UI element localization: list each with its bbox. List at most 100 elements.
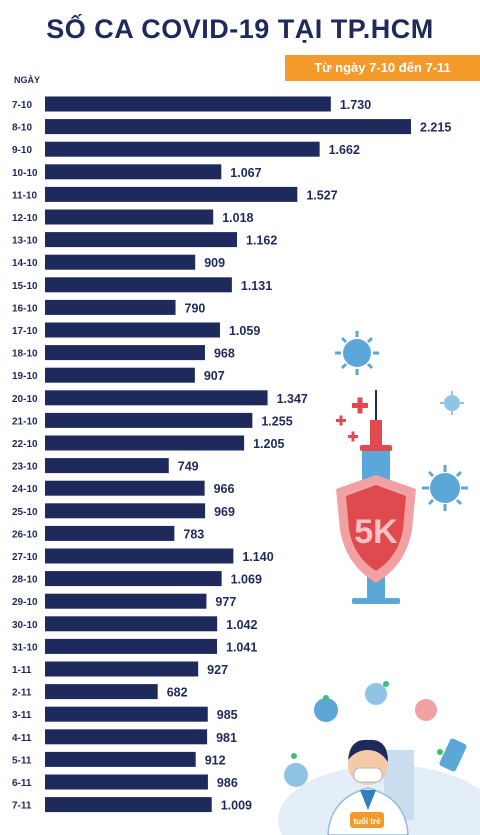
value-label: 981 bbox=[216, 731, 237, 745]
category-label: 13-10 bbox=[12, 236, 38, 247]
category-label: 2-11 bbox=[12, 688, 32, 699]
category-label: 31-10 bbox=[12, 642, 38, 653]
value-label: 1.205 bbox=[253, 437, 284, 451]
value-label: 1.041 bbox=[226, 640, 257, 654]
category-label: 7-10 bbox=[12, 100, 32, 111]
y-axis-label: NGÀY bbox=[14, 75, 41, 85]
bar bbox=[45, 503, 206, 519]
bar bbox=[45, 322, 220, 338]
value-label: 1.255 bbox=[261, 414, 292, 428]
bar bbox=[45, 367, 195, 383]
category-label: 27-10 bbox=[12, 552, 38, 563]
badge-5k: 5K bbox=[354, 513, 398, 551]
category-label: 26-10 bbox=[12, 529, 38, 540]
value-label: 1.042 bbox=[226, 618, 257, 632]
value-label: 1.140 bbox=[242, 550, 273, 564]
value-label: 682 bbox=[167, 686, 188, 700]
bar bbox=[45, 458, 169, 474]
bar bbox=[45, 435, 245, 451]
value-label: 1.347 bbox=[277, 392, 308, 406]
category-label: 30-10 bbox=[12, 620, 38, 631]
syringe-shield-illustration: 5K bbox=[335, 331, 468, 604]
bar bbox=[45, 299, 176, 315]
bar bbox=[45, 96, 331, 112]
bar bbox=[45, 277, 232, 293]
bar bbox=[45, 548, 234, 564]
category-label: 14-10 bbox=[12, 258, 38, 269]
bar bbox=[45, 254, 196, 270]
check-icon bbox=[291, 681, 443, 759]
value-label: 1.067 bbox=[230, 166, 261, 180]
category-label: 21-10 bbox=[12, 416, 38, 427]
chart-title: SỐ CA COVID-19 TẠI TP.HCM bbox=[46, 14, 434, 44]
value-label: 969 bbox=[214, 505, 235, 519]
value-label: 966 bbox=[214, 482, 235, 496]
doctor-illustration: tuổi trẻ bbox=[278, 681, 480, 835]
bar bbox=[45, 638, 218, 654]
bar bbox=[45, 186, 298, 202]
bar bbox=[45, 751, 196, 767]
virus-icon bbox=[422, 465, 468, 511]
category-label: 5-11 bbox=[12, 755, 32, 766]
category-label: 3-11 bbox=[12, 710, 32, 721]
bar bbox=[45, 209, 214, 225]
bar bbox=[45, 232, 238, 248]
category-label: 1-11 bbox=[12, 665, 32, 676]
category-label: 12-10 bbox=[12, 213, 38, 224]
bar bbox=[45, 164, 222, 180]
category-label: 29-10 bbox=[12, 597, 38, 608]
bar bbox=[45, 729, 208, 745]
bar bbox=[45, 119, 411, 135]
bar bbox=[45, 616, 218, 632]
logo-text: tuổi trẻ bbox=[353, 817, 381, 826]
value-label: 986 bbox=[217, 776, 238, 790]
value-label: 927 bbox=[207, 663, 228, 677]
bar bbox=[45, 661, 199, 677]
category-label: 8-10 bbox=[12, 123, 32, 134]
category-label: 20-10 bbox=[12, 394, 38, 405]
bar bbox=[45, 774, 208, 790]
category-label: 9-10 bbox=[12, 145, 32, 156]
value-label: 783 bbox=[183, 527, 204, 541]
value-label: 968 bbox=[214, 347, 235, 361]
bar bbox=[45, 706, 208, 722]
value-label: 2.215 bbox=[420, 121, 451, 135]
doctor-figure bbox=[327, 739, 409, 835]
plus-icon bbox=[336, 397, 368, 442]
value-label: 790 bbox=[185, 301, 206, 315]
bar bbox=[45, 571, 222, 587]
value-label: 907 bbox=[204, 369, 225, 383]
value-label: 749 bbox=[178, 460, 199, 474]
bar bbox=[45, 525, 175, 541]
category-label: 15-10 bbox=[12, 281, 38, 292]
bar bbox=[45, 390, 268, 406]
category-label: 10-10 bbox=[12, 168, 38, 179]
chart-subtitle: Từ ngày 7-10 đến 7-11 bbox=[285, 55, 480, 81]
category-label: 7-11 bbox=[12, 801, 32, 812]
category-label: 17-10 bbox=[12, 326, 38, 337]
value-label: 1.018 bbox=[222, 211, 253, 225]
value-label: 1.730 bbox=[340, 98, 371, 112]
bar bbox=[45, 412, 253, 428]
category-label: 23-10 bbox=[12, 462, 38, 473]
category-label: 25-10 bbox=[12, 507, 38, 518]
bar bbox=[45, 797, 212, 813]
value-label: 1.662 bbox=[329, 143, 360, 157]
bar bbox=[45, 593, 207, 609]
category-label: 4-11 bbox=[12, 733, 32, 744]
value-label: 985 bbox=[217, 708, 238, 722]
category-label: 11-10 bbox=[12, 190, 37, 201]
value-label: 912 bbox=[205, 753, 226, 767]
category-label: 6-11 bbox=[12, 778, 32, 789]
value-label: 909 bbox=[204, 256, 225, 270]
bar bbox=[45, 141, 320, 157]
people-icon bbox=[284, 683, 467, 787]
value-label: 1.009 bbox=[221, 799, 252, 813]
category-label: 28-10 bbox=[12, 575, 38, 586]
category-label: 16-10 bbox=[12, 303, 38, 314]
virus-icon bbox=[440, 391, 464, 415]
value-label: 1.162 bbox=[246, 234, 277, 248]
value-label: 1.069 bbox=[231, 573, 262, 587]
bar bbox=[45, 684, 158, 700]
